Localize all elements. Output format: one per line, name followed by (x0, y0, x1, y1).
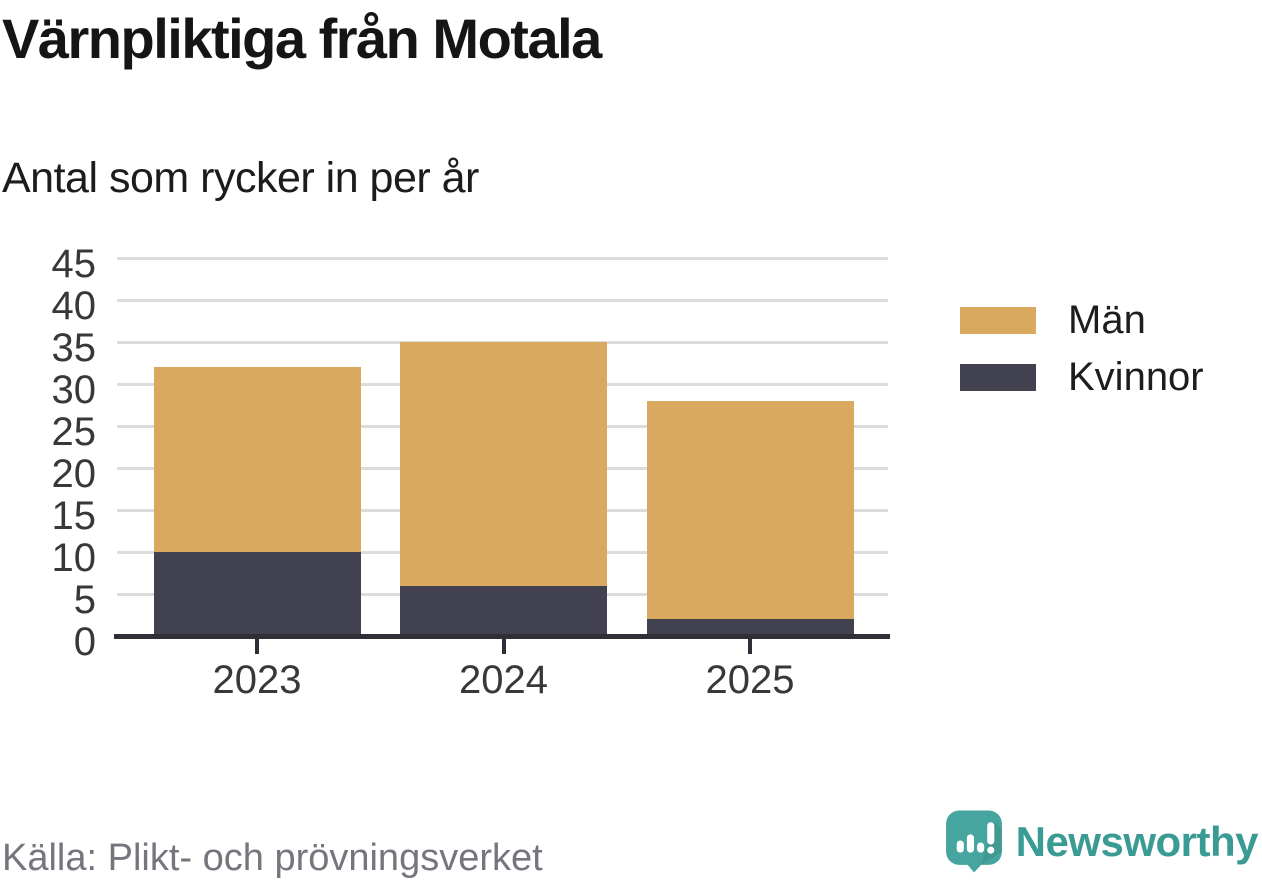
newsworthy-logo-icon (945, 810, 1002, 873)
gridline-y-45 (117, 256, 888, 260)
x-axis-tick-2025 (748, 639, 752, 654)
bar-2023-män (153, 367, 361, 552)
x-axis-tick-label-2024: 2024 (459, 658, 548, 702)
gridline-y-40 (117, 298, 888, 302)
legend-label: Kvinnor (1068, 355, 1204, 399)
bar-2024-kvinnor (400, 585, 607, 636)
y-axis-tick-label-25: 25 (51, 410, 97, 454)
x-axis-line (114, 634, 890, 639)
y-axis-tick-label-0: 0 (73, 620, 96, 664)
legend-label: Män (1068, 298, 1146, 342)
stacked-bar-chart: 0 5 10 15 20 25 30 35 40 45 2023 2024 2025 (51, 242, 890, 702)
y-axis-tick-label-30: 30 (51, 368, 97, 412)
x-axis-tick-2024 (501, 639, 506, 654)
chart-subtitle: Antal som rycker in per år (2, 154, 479, 202)
bar-2023-kvinnor (153, 552, 361, 636)
newsworthy-brand: Newsworthy (945, 810, 1259, 873)
y-axis-tick-label-10: 10 (51, 536, 97, 580)
y-axis-tick-label-45: 45 (51, 242, 97, 286)
legend-item-kvinnor: Kvinnor (960, 357, 1204, 397)
legend-swatch-kvinnor (960, 363, 1036, 391)
y-axis-tick-label-20: 20 (51, 452, 97, 496)
y-axis-tick-label-15: 15 (51, 494, 97, 538)
bar-2024-män (400, 342, 607, 586)
y-axis-tick-label-35: 35 (51, 326, 97, 370)
legend-swatch-män (960, 306, 1036, 334)
chart-title: Värnpliktiga från Motala (2, 7, 602, 70)
bar-2025-kvinnor (646, 619, 854, 636)
newsworthy-logo-text: Newsworthy (1015, 817, 1259, 865)
chart-legend: Män Kvinnor (960, 300, 1204, 397)
source-note: Källa: Plikt- och prövningsverket (2, 837, 543, 879)
x-axis-tick-label-2023: 2023 (212, 658, 302, 702)
bar-2025-män (646, 400, 854, 620)
x-axis-tick-2023 (255, 639, 259, 654)
x-axis-tick-label-2025: 2025 (705, 658, 795, 702)
y-axis-tick-label-5: 5 (73, 578, 96, 622)
y-axis-tick-label-40: 40 (51, 284, 97, 328)
legend-item-män: Män (960, 300, 1204, 340)
